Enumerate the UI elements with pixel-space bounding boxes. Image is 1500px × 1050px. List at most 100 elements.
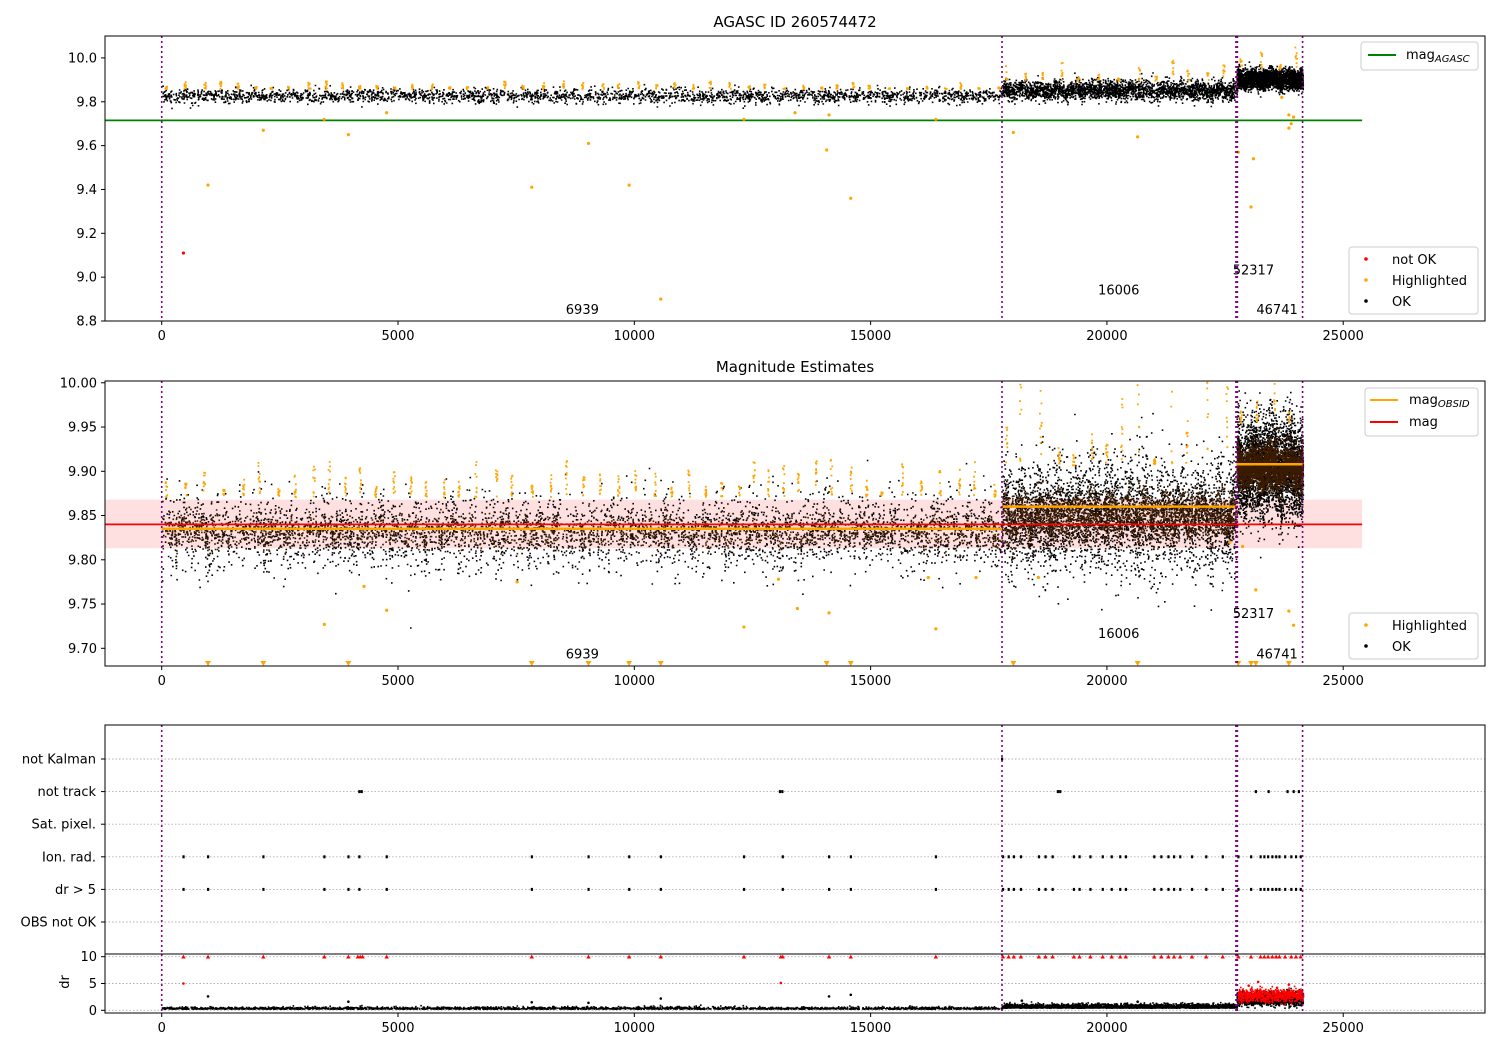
dr-clipped-triangle [826,954,832,959]
dr-clipped-triangle [1248,954,1254,959]
data-point [587,1001,590,1005]
data-point [1011,130,1015,135]
legend-marker [1364,644,1368,648]
panel2-title: Magnitude Estimates [716,358,874,376]
flag-mark [1259,887,1262,891]
flag-mark [262,855,265,859]
legend-box [1348,246,1479,315]
data-point [206,995,210,998]
dr-clipped-triangle [1123,954,1129,959]
dr-clipped-triangle [1236,954,1241,959]
data-point [182,982,185,985]
dr-clipped-triangle [1258,954,1263,959]
dr-clipped-triangle [1166,954,1171,959]
y-tick-label: 0 [89,1004,97,1019]
data-point [934,117,938,121]
flag-mark [1267,790,1270,794]
dr-clipped-triangle [1220,954,1225,959]
flag-mark [1078,855,1081,859]
data-point [849,196,853,200]
panel4-dr-axes: 0 5000 10000 15000 20000 25000 0 5 10 [80,950,1486,1036]
flag-mark [934,887,938,891]
dr-clipped-triangle [933,954,939,959]
legend-marker [1364,257,1368,261]
flag-mark [1044,887,1047,891]
flag-mark [385,887,388,891]
flag-mark [628,887,631,891]
flag-mark [849,855,852,859]
flag-mark [1110,887,1113,891]
data-point [1287,113,1291,117]
dr-clipped-triangle [1277,954,1282,959]
dr-clipped-triangle [1265,954,1271,959]
data-point [362,584,366,588]
panel2-axes: 6939 16006 52317 46741 0 5000 10000 15000 20000 2… [60,376,1486,689]
y-tick-label: 10.0 [68,51,97,66]
dr-clipped-triangle [1006,954,1011,959]
y-tick-label: 9.75 [68,598,97,613]
data-point [1256,980,1260,984]
flag-mark [1221,855,1224,859]
flag-mark [262,887,265,891]
flag-mark [1297,790,1300,794]
data-point [659,997,663,1000]
dr-clipped-triangle [322,954,327,959]
flag-mark [1012,855,1016,859]
flag-mark [1019,855,1023,859]
obsid-label: 46741 [1256,303,1297,318]
out-of-range-triangle [626,661,633,666]
dr-clipped-triangle [1189,954,1195,959]
data-point [261,128,265,132]
flag-mark [659,887,662,891]
series-not-ok [181,251,186,255]
flag-row-label: not track [37,785,96,800]
dr-clipped-triangle [1000,954,1006,959]
dr-clipped-triangle [384,954,389,959]
flag-mark [587,887,590,891]
flag-mark [778,790,782,794]
dr-band-1 [1002,1001,1238,1009]
out-of-range-triangle [205,661,212,666]
dr-clipped-triangle [1077,954,1082,959]
ok-core-2-points [1236,427,1305,508]
flag-row-label: Ion. rad. [42,850,96,865]
flag-mark [659,855,662,859]
flag-mark [1294,855,1298,859]
dr-points [1002,1001,1238,1009]
flag-mark [1167,887,1170,891]
flag-mark [1110,855,1113,859]
obsid-label: 6939 [566,647,599,662]
x-tick-label: 5000 [381,1021,414,1036]
out-of-range-triangle [823,661,830,666]
flag-mark [828,887,831,891]
flag-mark [1072,887,1076,891]
panel4-ylabel: dr [58,975,73,989]
y-tick-label: 5 [89,977,97,992]
data-point [934,627,938,631]
legend-label: Highlighted [1392,274,1467,289]
dr-clipped-triangle [1262,954,1267,959]
dr-clipped-triangle [1171,954,1177,959]
dr-clipped-triangle [1071,954,1077,959]
flag-mark [1124,887,1128,891]
data-point [1240,544,1245,549]
out-of-range-triangle [1248,661,1255,666]
flag-mark [587,855,590,859]
x-tick-label: 20000 [1086,329,1127,344]
y-tick-label: 10 [80,950,97,965]
data-point [793,111,797,115]
ok-core-1 [1002,474,1238,560]
data-point [1251,157,1256,161]
panel1-axes: 6939 16006 52317 46741 0 5000 10000 15000 20000 2… [68,35,1486,344]
data-point [385,608,389,612]
flag-row-label: not Kalman [22,753,96,768]
flag-mark [1001,855,1005,859]
out-of-range-triangle [657,661,664,666]
dr-band-0 [161,1004,1004,1010]
out-of-range-markers [205,661,1292,666]
flag-mark [1271,887,1274,891]
dr-high-points [182,980,1291,990]
data-point [1136,1000,1139,1004]
flag-mark [1101,887,1104,891]
data-point [827,611,831,615]
